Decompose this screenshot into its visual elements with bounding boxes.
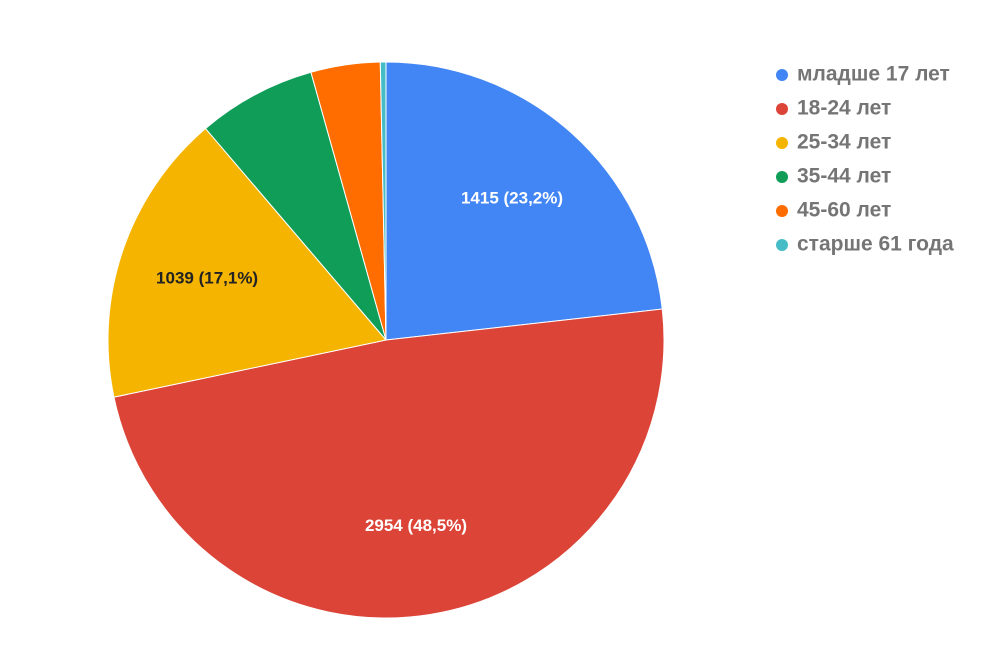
legend-label: младше 17 лет bbox=[797, 63, 950, 86]
pie-slice bbox=[113, 308, 665, 619]
pie-slice bbox=[385, 61, 663, 341]
legend-marker bbox=[776, 205, 788, 217]
legend-label: 45-60 лет bbox=[797, 199, 891, 222]
legend-label: 35-44 лет bbox=[797, 165, 891, 188]
legend-label: старше 61 года bbox=[797, 233, 954, 256]
legend-marker bbox=[776, 137, 788, 149]
legend-marker bbox=[776, 171, 788, 183]
legend-label: 25-34 лет bbox=[797, 131, 891, 154]
data-label: 2954 (48,5%) bbox=[365, 516, 467, 535]
legend-label: 18-24 лет bbox=[797, 97, 891, 120]
pie-slice bbox=[379, 61, 387, 341]
data-label: 1415 (23,2%) bbox=[461, 189, 563, 208]
pie-slice bbox=[107, 127, 387, 398]
data-label: 1039 (17,1%) bbox=[156, 268, 258, 287]
legend-marker bbox=[776, 103, 788, 115]
pie-slice bbox=[204, 71, 387, 341]
legend-marker bbox=[776, 239, 788, 251]
legend-marker bbox=[776, 69, 788, 81]
